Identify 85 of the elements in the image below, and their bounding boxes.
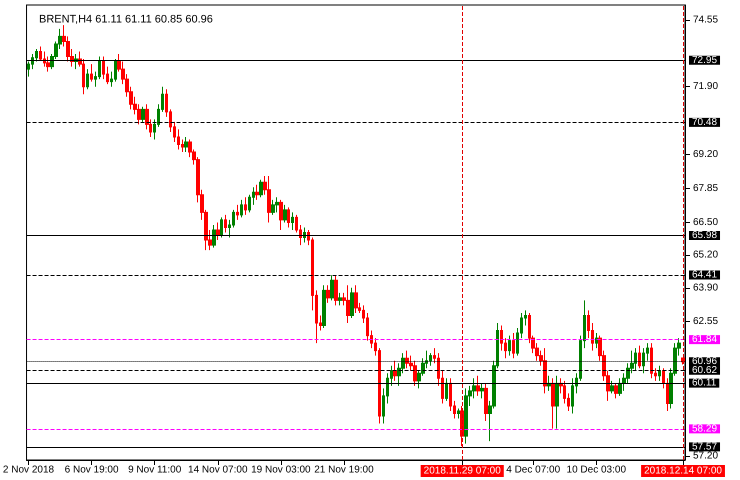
x-tick-label: 2 Nov 2018 (2, 464, 55, 476)
ref-line-label: 70.48 (692, 116, 718, 128)
candlestick (322, 284, 326, 329)
x-tick-label: 2018.11.29 07:00 (424, 466, 502, 476)
candlestick (595, 332, 598, 349)
candlestick (90, 64, 93, 82)
candlestick (279, 199, 283, 230)
candlestick (393, 360, 397, 382)
candlestick (464, 388, 468, 444)
candlestick (555, 375, 559, 430)
ref-line-label: 57.57 (692, 441, 718, 452)
candlestick (658, 365, 661, 382)
candlestick (666, 378, 669, 412)
candlestick (275, 196, 279, 213)
candlestick (287, 206, 290, 228)
candlestick (267, 175, 271, 223)
ref-line-label: 65.98 (692, 230, 718, 242)
candlestick (512, 332, 515, 359)
candlestick (326, 284, 330, 304)
candlestick (334, 274, 338, 306)
x-tick-label: 6 Nov 19:00 (64, 464, 119, 476)
candlestick (212, 224, 216, 248)
ref-line-label: 61.84 (692, 334, 718, 346)
ref-line-label: 60.11 (692, 378, 717, 389)
candlestick (614, 382, 618, 399)
ref-line-label: 60.96 (692, 356, 718, 368)
candlestick (244, 196, 247, 216)
candlestick (610, 380, 614, 394)
candlestick (259, 179, 263, 198)
candlestick (330, 274, 334, 301)
candlestick (634, 348, 637, 372)
candlestick (114, 58, 117, 82)
y-tick-label: 57.20 (693, 450, 718, 462)
candlestick (543, 348, 547, 394)
candlestick (86, 68, 89, 90)
text: BRENT,H4 61.11 61.11 60.85 60.96 (39, 14, 213, 26)
y-tick-label: 63.90 (693, 282, 718, 294)
y-tick-label: 74.55 (693, 14, 718, 26)
candlestick (354, 284, 358, 314)
ref-line-label: 58.29 (692, 423, 718, 434)
candlestick (216, 222, 220, 241)
x-tick-label: 14 Nov 07:00 (188, 464, 248, 476)
candlestick (571, 378, 574, 414)
candlestick (662, 368, 665, 389)
ref-line-label: 64.41 (692, 269, 718, 280)
candlestick (480, 382, 484, 399)
candlestick (271, 199, 275, 216)
y-tick-label: 66.50 (693, 216, 718, 228)
candlestick (283, 204, 287, 223)
candlestick (102, 56, 105, 80)
ref-line-label: 72.95 (692, 54, 718, 66)
candlestick (618, 378, 622, 396)
x-tick-label: 10 Dec 03:00 (566, 464, 626, 476)
candlestick (220, 216, 223, 238)
x-tick-label: 21 Nov 19:00 (314, 464, 374, 476)
candlestick (429, 352, 432, 366)
candlestick (484, 382, 488, 422)
candlestick (650, 342, 653, 379)
candlestick (224, 214, 227, 233)
y-tick-label: 67.85 (693, 183, 718, 194)
y-tick-label: 69.20 (693, 149, 718, 160)
x-tick-label: 19 Nov 03:00 (251, 464, 312, 476)
candlestick (551, 378, 555, 430)
y-tick-label: 62.55 (693, 316, 718, 328)
ref-line-label: 60.62 (692, 364, 718, 376)
x-tick-label: 2018.12.14 07:00 (644, 466, 722, 476)
candlestick (240, 199, 243, 218)
candlestick (255, 184, 259, 200)
candlestick (184, 136, 188, 153)
candlestick (350, 287, 354, 318)
candlestick (236, 204, 239, 220)
candlestick (508, 335, 511, 356)
y-tick-label: 71.90 (693, 81, 718, 92)
y-tick-label: 65.20 (693, 250, 718, 261)
candlestick (445, 378, 448, 402)
candlestick (638, 345, 641, 369)
candlestick (476, 375, 480, 396)
x-tick-label: 9 Nov 11:00 (128, 464, 182, 476)
x-tick-label: 4 Dec 07:00 (506, 464, 561, 476)
candlestick (405, 350, 409, 369)
candlestick (141, 106, 145, 122)
candlestick (457, 408, 460, 420)
candlestick (346, 284, 350, 324)
candlestick (291, 212, 294, 230)
candlestick (338, 292, 342, 306)
